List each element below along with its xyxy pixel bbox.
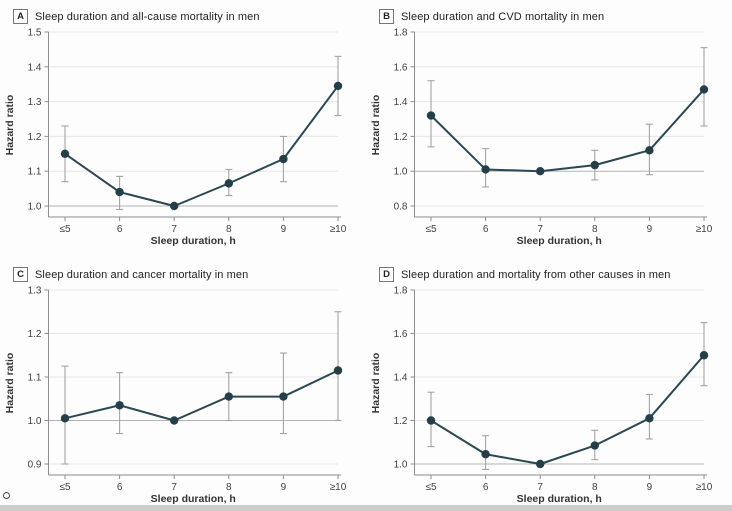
svg-text:Sleep duration, h: Sleep duration, h <box>517 493 602 505</box>
svg-text:1.4: 1.4 <box>28 62 42 73</box>
svg-text:1.2: 1.2 <box>28 132 42 143</box>
panel-a-header: A Sleep duration and all-cause mortality… <box>13 9 366 24</box>
bottom-letterbox-bar <box>0 505 732 511</box>
svg-text:≥10: ≥10 <box>330 482 347 493</box>
svg-text:Hazard ratio: Hazard ratio <box>4 353 16 414</box>
svg-text:1.2: 1.2 <box>394 132 408 143</box>
svg-text:1.6: 1.6 <box>394 62 408 73</box>
svg-text:≥10: ≥10 <box>696 224 713 235</box>
svg-text:9: 9 <box>647 482 653 493</box>
figure-panel-b: B Sleep duration and CVD mortality in me… <box>366 0 732 258</box>
panel-b-title: Sleep duration and CVD mortality in men <box>401 10 605 23</box>
svg-text:1.2: 1.2 <box>394 416 408 427</box>
panel-d-letter-badge: D <box>379 267 394 282</box>
line-chart-other-causes-mortality: 1.0 1.2 1.4 1.6 1.8 ≤5 6 7 8 9 ≥10 Hazard ratio Slee… <box>370 286 713 506</box>
panel-b-letter-badge: B <box>379 9 394 24</box>
svg-text:Sleep duration, h: Sleep duration, h <box>517 235 602 247</box>
svg-text:≤5: ≤5 <box>425 482 436 493</box>
svg-text:Sleep duration, h: Sleep duration, h <box>151 235 236 247</box>
panel-c-letter-badge: C <box>13 267 28 282</box>
svg-text:≥10: ≥10 <box>330 224 347 235</box>
svg-text:1.3: 1.3 <box>28 97 42 108</box>
line-chart-cancer-mortality: 0.9 1.0 1.1 1.2 1.3 ≤5 6 7 8 9 ≥10 Hazard ratio Slee… <box>4 286 347 506</box>
svg-text:1.4: 1.4 <box>394 373 408 384</box>
panel-c-title: Sleep duration and cancer mortality in m… <box>35 268 249 281</box>
figure-panel-c: C Sleep duration and cancer mortality in… <box>0 258 366 511</box>
panel-d-title: Sleep duration and mortality from other … <box>401 268 671 281</box>
svg-text:≤5: ≤5 <box>59 482 70 493</box>
svg-text:6: 6 <box>483 224 489 235</box>
svg-text:Sleep duration, h: Sleep duration, h <box>151 493 236 505</box>
svg-text:Hazard ratio: Hazard ratio <box>370 95 382 156</box>
svg-text:≤5: ≤5 <box>425 224 436 235</box>
svg-text:1.2: 1.2 <box>28 329 42 340</box>
svg-text:1.6: 1.6 <box>394 329 408 340</box>
svg-text:7: 7 <box>171 224 177 235</box>
svg-text:1.4: 1.4 <box>394 97 408 108</box>
svg-text:8: 8 <box>592 482 598 493</box>
figure-panel-a: A Sleep duration and all-cause mortality… <box>0 0 366 258</box>
panel-a-title: Sleep duration and all-cause mortality i… <box>35 10 260 23</box>
svg-text:1.5: 1.5 <box>28 28 42 39</box>
svg-text:0.8: 0.8 <box>394 202 408 213</box>
svg-text:7: 7 <box>171 482 177 493</box>
svg-text:1.8: 1.8 <box>394 28 408 39</box>
svg-text:Hazard ratio: Hazard ratio <box>370 353 382 414</box>
panel-c-header: C Sleep duration and cancer mortality in… <box>13 267 366 282</box>
svg-text:8: 8 <box>226 482 232 493</box>
svg-text:1.1: 1.1 <box>28 167 42 178</box>
svg-text:7: 7 <box>537 482 543 493</box>
svg-text:1.3: 1.3 <box>28 286 42 297</box>
circle-artifact <box>3 492 10 499</box>
svg-text:1.8: 1.8 <box>394 286 408 297</box>
svg-text:8: 8 <box>592 224 598 235</box>
figure-panel-d: D Sleep duration and mortality from othe… <box>366 258 732 511</box>
svg-text:9: 9 <box>281 482 287 493</box>
svg-text:9: 9 <box>281 224 287 235</box>
svg-text:1.0: 1.0 <box>28 202 42 213</box>
svg-text:0.9: 0.9 <box>28 460 42 471</box>
svg-text:8: 8 <box>226 224 232 235</box>
svg-text:Hazard ratio: Hazard ratio <box>4 95 16 156</box>
svg-text:≥10: ≥10 <box>696 482 713 493</box>
line-chart-all-cause-mortality: 1.0 1.1 1.2 1.3 1.4 1.5 ≤5 6 7 8 9 ≥10 Hazard ratio S… <box>4 28 347 248</box>
svg-text:6: 6 <box>117 482 123 493</box>
svg-text:9: 9 <box>647 224 653 235</box>
svg-text:1.0: 1.0 <box>394 167 408 178</box>
svg-text:6: 6 <box>483 482 489 493</box>
panel-a-letter-badge: A <box>13 9 28 24</box>
svg-text:1.0: 1.0 <box>394 460 408 471</box>
line-chart-cvd-mortality: 0.8 1.0 1.2 1.4 1.6 1.8 ≤5 6 7 8 9 ≥10 Hazard ratio S… <box>370 28 713 248</box>
svg-text:6: 6 <box>117 224 123 235</box>
svg-text:1.1: 1.1 <box>28 373 42 384</box>
svg-text:1.0: 1.0 <box>28 416 42 427</box>
svg-text:≤5: ≤5 <box>59 224 70 235</box>
panel-d-header: D Sleep duration and mortality from othe… <box>379 267 732 282</box>
svg-text:7: 7 <box>537 224 543 235</box>
panel-b-header: B Sleep duration and CVD mortality in me… <box>379 9 732 24</box>
